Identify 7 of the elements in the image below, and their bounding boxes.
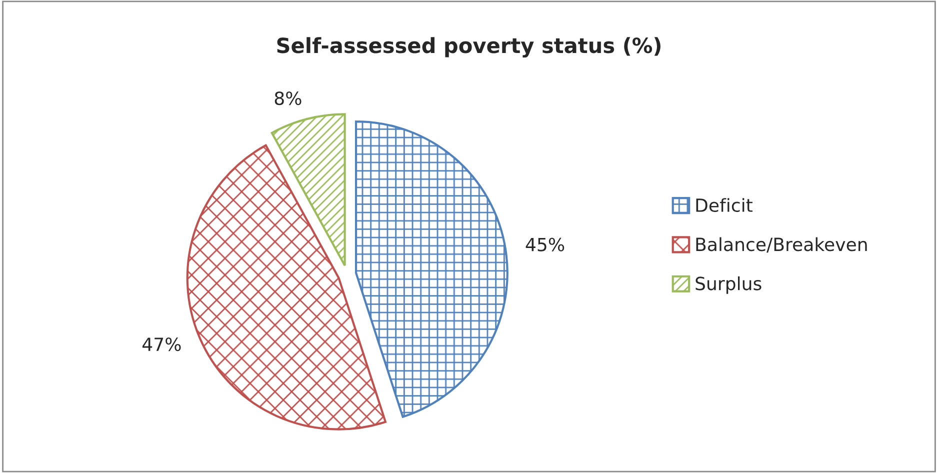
legend-label: Surplus — [696, 276, 762, 294]
legend-label: Deficit — [696, 198, 752, 212]
data-label: 45% — [526, 238, 564, 252]
chart-title: Self-assessed poverty status (%) — [277, 37, 660, 58]
legend-label: Balance/Breakeven — [696, 237, 867, 253]
data-label: 47% — [142, 337, 181, 352]
data-label: 8% — [274, 91, 302, 106]
